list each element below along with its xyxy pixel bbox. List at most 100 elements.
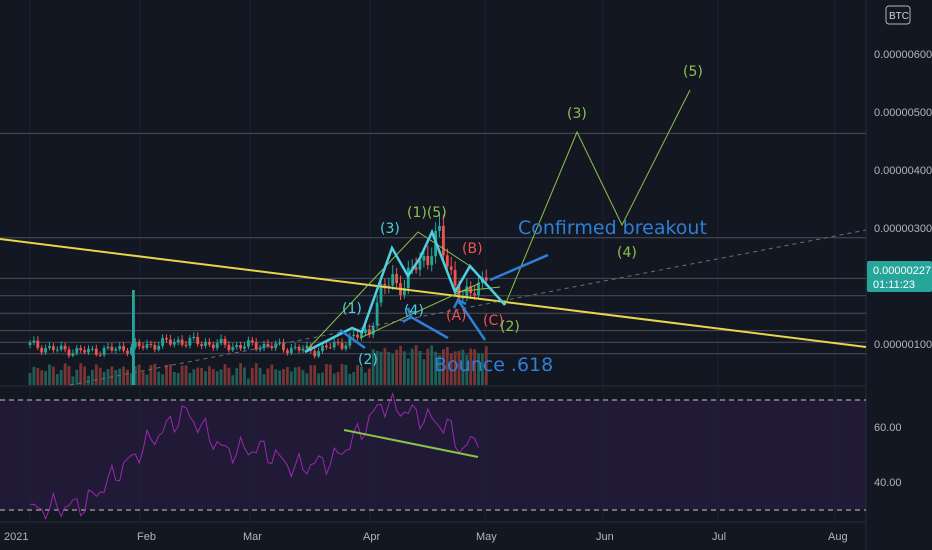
- candle-body: [28, 342, 32, 346]
- candle-body: [461, 296, 465, 299]
- volume-bar: [83, 366, 86, 385]
- volume-bar: [371, 349, 375, 385]
- candle-body: [204, 342, 207, 346]
- candle-body: [59, 345, 63, 350]
- candle-body: [188, 338, 192, 346]
- volume-bar: [122, 366, 125, 385]
- candle-body: [317, 351, 320, 357]
- volume-bar: [169, 364, 172, 385]
- candle-body: [247, 340, 250, 347]
- candle-body: [395, 274, 398, 284]
- volume-bar: [293, 367, 297, 385]
- volume-bar: [399, 345, 402, 385]
- volume-bar: [208, 366, 211, 385]
- volume-bar: [317, 373, 320, 385]
- volume-bar: [328, 364, 332, 385]
- candle-body: [133, 342, 137, 348]
- volume-bar: [383, 347, 387, 385]
- current-price: 0.00000227: [873, 265, 931, 277]
- candle-body: [270, 346, 274, 349]
- countdown: 01:11:23: [873, 279, 915, 291]
- volume-bar: [130, 373, 133, 385]
- proj-4-label: (4): [617, 245, 637, 261]
- candle-body: [375, 302, 379, 326]
- volume-bar: [200, 367, 203, 385]
- candle-body: [55, 349, 59, 351]
- candle-body: [430, 256, 434, 266]
- volume-bar: [387, 352, 391, 385]
- volume-bar: [282, 369, 285, 385]
- candle-body: [110, 346, 114, 351]
- candle-body: [36, 340, 40, 348]
- candle-body: [40, 347, 44, 353]
- candle-body: [356, 334, 359, 338]
- candle-body: [258, 348, 262, 350]
- volume-bar: [133, 366, 137, 385]
- projection-path: [504, 89, 691, 306]
- volume-bar: [484, 346, 488, 385]
- volume-bar: [309, 365, 313, 385]
- dashed-trendline[interactable]: [69, 229, 867, 386]
- proj-3-label: (3): [567, 106, 587, 122]
- candle-body: [48, 346, 51, 349]
- candle-body: [418, 260, 422, 270]
- proj-2-label: (2): [500, 319, 520, 335]
- volume-bar: [278, 370, 281, 385]
- volume-bar: [297, 366, 301, 385]
- candle-body: [289, 347, 293, 353]
- candle-body: [145, 343, 149, 348]
- candle-body: [118, 346, 122, 350]
- candle-body: [293, 346, 297, 348]
- volume-bar: [75, 369, 79, 385]
- candle-body: [211, 344, 215, 349]
- volume-bar: [196, 367, 200, 385]
- volume-bars: [28, 290, 488, 385]
- volume-bar: [414, 345, 418, 385]
- candle-body: [321, 345, 324, 352]
- volume-bar: [172, 371, 176, 385]
- volume-bar: [223, 364, 227, 385]
- volume-bar: [391, 354, 395, 385]
- wave-4-label: (4): [404, 303, 424, 319]
- candle-body: [157, 345, 161, 350]
- descending-trendline[interactable]: [0, 238, 867, 348]
- volume-bar: [219, 369, 223, 385]
- wave-path: [304, 228, 506, 354]
- candle-body: [286, 350, 289, 353]
- volume-bar: [445, 347, 449, 385]
- candle-body: [367, 329, 371, 335]
- volume-bar: [188, 373, 192, 385]
- volume-bar: [67, 366, 71, 385]
- candle-body: [180, 339, 184, 345]
- volume-bar: [32, 366, 36, 385]
- volume-bar: [180, 365, 184, 385]
- volume-bar: [321, 372, 324, 385]
- volume-bar: [40, 370, 44, 385]
- candle-body: [348, 336, 352, 346]
- candle-body: [422, 256, 426, 261]
- candle-body: [442, 225, 445, 256]
- volume-bar: [356, 365, 359, 385]
- volume-bar: [63, 363, 67, 385]
- currency-badge[interactable]: [885, 5, 911, 25]
- candle-body: [149, 343, 153, 345]
- candle-body: [176, 339, 180, 343]
- volume-bar: [473, 349, 476, 385]
- candle-body: [130, 347, 133, 354]
- volume-bar: [301, 370, 305, 385]
- candle-body: [52, 346, 55, 351]
- volume-bar: [438, 355, 441, 385]
- volume-bar: [36, 368, 40, 385]
- volume-bar: [192, 369, 196, 385]
- candle-body: [243, 346, 246, 349]
- volume-bar: [153, 363, 157, 385]
- volume-bar: [48, 364, 51, 385]
- candle-body: [91, 348, 94, 350]
- candle-body: [414, 267, 418, 270]
- candle-body: [336, 342, 340, 344]
- candle-body: [165, 338, 168, 340]
- candle-body: [305, 345, 309, 349]
- volume-bar: [270, 364, 274, 385]
- volume-bar: [336, 372, 340, 385]
